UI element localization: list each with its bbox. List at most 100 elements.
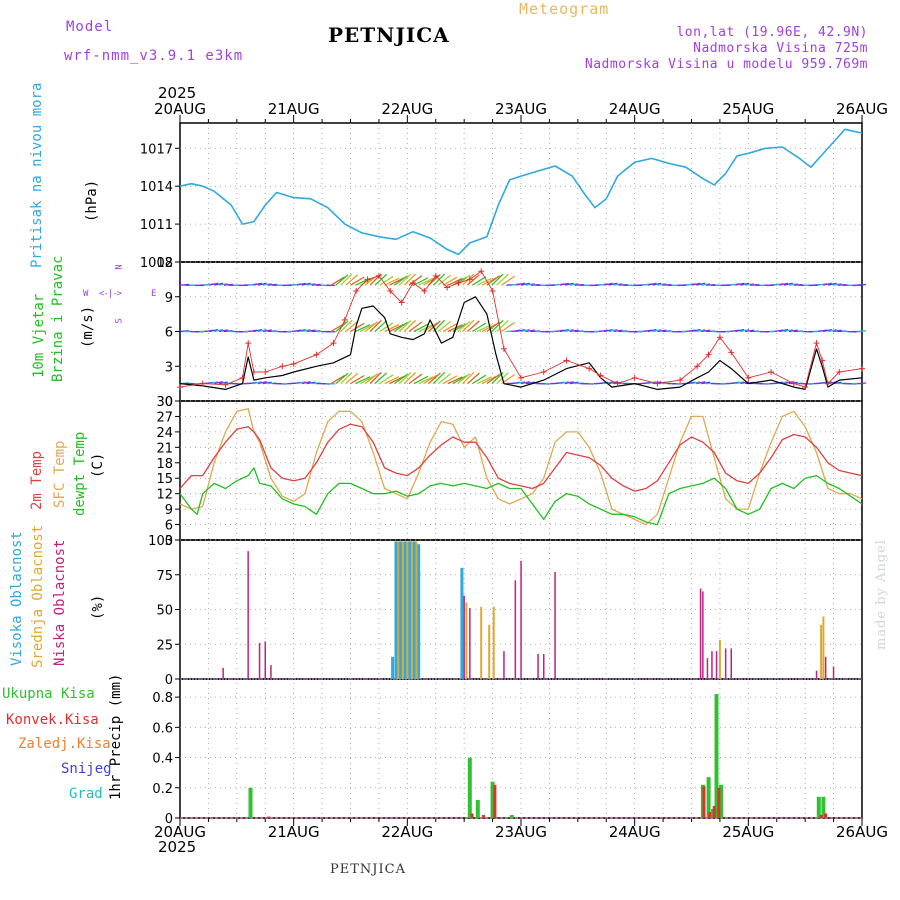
wind-arrow xyxy=(218,329,228,333)
wind-arrow xyxy=(223,330,233,333)
gust-marker xyxy=(813,340,820,347)
wind-arrow xyxy=(603,381,613,385)
wind-arrow xyxy=(423,276,438,286)
station-title: PETNJICA xyxy=(328,23,450,47)
wind-arrow xyxy=(564,328,574,333)
wind-arrow xyxy=(418,277,434,286)
x-day-label-top-4: 24AUG xyxy=(609,100,661,118)
low-cloud-bar xyxy=(711,651,713,679)
gust-marker xyxy=(177,384,183,391)
compass-w: W xyxy=(83,289,89,299)
wind-arrow xyxy=(744,329,755,333)
wind-arrow xyxy=(437,274,452,286)
wind-arrow xyxy=(379,275,394,286)
wind-arrow xyxy=(398,320,412,332)
y-tick-label-wind: 6 xyxy=(165,326,173,341)
wind-arrow xyxy=(296,282,306,286)
wind-arrow xyxy=(696,328,706,333)
temp2m-line xyxy=(179,423,863,492)
low-cloud-bar xyxy=(503,651,505,679)
model-name: wrf-nmm_v3.9.1 e3km xyxy=(64,48,244,64)
gust-marker xyxy=(597,372,604,379)
gust-marker xyxy=(353,287,360,294)
x-day-label-top-0: 20AUG xyxy=(154,100,206,118)
wind-arrow xyxy=(408,321,423,333)
wind-arrow xyxy=(818,329,828,333)
legend-total-precip: Ukupna Kisa xyxy=(2,686,95,702)
wind-arrow xyxy=(466,372,480,385)
wind-arrow xyxy=(496,320,509,332)
wind-arrow xyxy=(827,282,837,286)
wind-arrow xyxy=(603,282,613,286)
gust-marker xyxy=(398,299,405,306)
wind-arrow xyxy=(515,328,526,333)
wind-arrow xyxy=(432,371,446,385)
wind-arrow xyxy=(657,329,667,333)
mid-cloud-bar xyxy=(397,541,400,679)
gust-marker xyxy=(716,334,723,341)
wind-arrow xyxy=(740,282,750,286)
gust-marker xyxy=(500,345,507,352)
wind-arrow xyxy=(481,375,497,385)
wind-arrow xyxy=(452,375,468,385)
wind-arrow xyxy=(345,274,359,286)
gust-marker xyxy=(694,363,701,370)
low-cloud-bar xyxy=(463,595,465,679)
conv-precip-bar xyxy=(819,815,823,818)
gust-marker xyxy=(432,272,439,279)
wind-arrow xyxy=(350,322,365,333)
wind-arrow xyxy=(569,329,579,333)
wind-arrow xyxy=(525,329,535,333)
low-cloud-bar xyxy=(520,560,522,679)
wind-arrow xyxy=(257,282,267,286)
wind-arrow xyxy=(252,328,263,333)
high-cloud-bar xyxy=(399,541,402,679)
x-day-label-bottom-1: 21AUG xyxy=(268,823,320,841)
wind-arrow xyxy=(359,323,375,333)
legend-conv-precip: Konvek.Kisa xyxy=(6,712,99,728)
low-cloud-bar xyxy=(699,588,702,679)
wind-arrow xyxy=(501,321,516,333)
wind-arrow xyxy=(462,319,475,332)
wind-arrow xyxy=(218,381,228,385)
gust-marker xyxy=(364,276,371,283)
wind-arrow xyxy=(398,273,412,286)
wind-arrow xyxy=(218,282,228,286)
gust-marker xyxy=(199,380,206,387)
gust-marker xyxy=(444,284,451,291)
wind-arrow xyxy=(389,375,405,385)
wind-arrow xyxy=(471,374,487,385)
model-elevation-label: Nadmorska Visina u modelu 959.769m xyxy=(584,57,868,72)
gust-marker xyxy=(466,276,473,283)
gust-marker xyxy=(819,357,826,364)
wind-arrow xyxy=(457,274,471,286)
wind-arrow xyxy=(515,282,526,286)
wind-arrow xyxy=(783,328,793,333)
x-day-label-bottom-0: 20AUG xyxy=(154,823,206,841)
gust-marker xyxy=(330,340,337,347)
wind-arrow xyxy=(481,277,497,286)
wind-arrow xyxy=(827,328,837,333)
wind-arrow xyxy=(384,376,400,385)
mid-cloud-bar xyxy=(465,602,468,679)
wind-arrow xyxy=(822,328,832,333)
gust-marker xyxy=(540,369,547,376)
low-cloud-bar xyxy=(824,656,827,679)
elevation-label: Nadmorska Visina 725m xyxy=(693,41,868,56)
wind-arrow xyxy=(364,373,379,385)
low-cloud-bar xyxy=(724,648,727,679)
wind-arrow xyxy=(559,282,569,286)
wind-arrow xyxy=(301,282,311,286)
gust-marker xyxy=(614,380,621,387)
panel-frame-2 xyxy=(179,400,863,541)
wind-arrow xyxy=(257,380,267,385)
gust-marker xyxy=(705,351,712,358)
gust-marker xyxy=(239,374,246,381)
dewpoint-line xyxy=(179,467,863,526)
low-cloud-bar xyxy=(554,572,556,679)
wind-arrow xyxy=(296,328,306,333)
gust-marker xyxy=(222,381,229,388)
wind-arrow xyxy=(442,375,458,385)
x-day-label-top-5: 25AUG xyxy=(722,100,774,118)
